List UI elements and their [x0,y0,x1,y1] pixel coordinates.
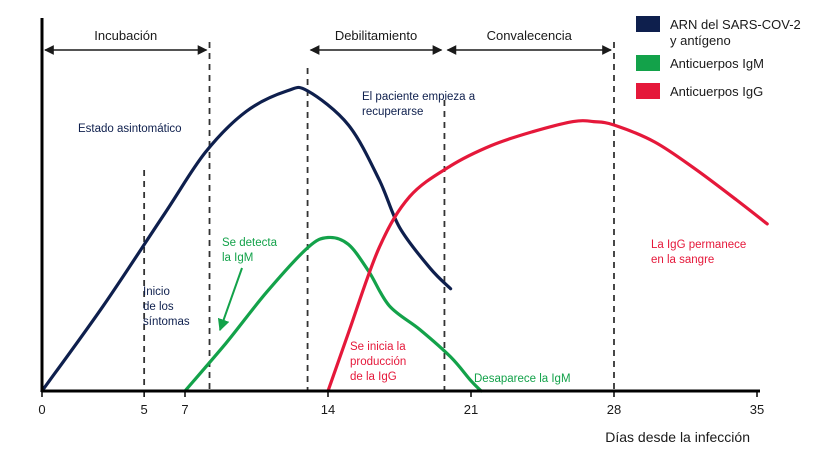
annotation-line: producción [350,356,406,368]
annotation-line: La IgG permanece [651,239,746,251]
legend-label: ARN del SARS-COV-2 y antígeno [670,17,801,48]
annotation-line: Se inicia la [350,341,406,353]
phase-label: Convalecencia [487,28,573,43]
annotation-line: síntomas [143,316,190,328]
legend-swatch [636,16,660,32]
series-line-arn [40,85,453,393]
annotation-recuperarse: El paciente empieza a recuperarse [362,91,476,118]
series-line-igg [326,119,769,393]
x-tick-label: 14 [321,402,335,417]
phase-1: Debilitamiento [309,28,443,55]
annotation-desaparece: Desaparece la IgM [474,373,571,385]
annotation-line: en la sangre [651,254,714,266]
series-line-igm [183,235,483,393]
annotation-sintomas: Inicio de los síntomas [143,286,190,328]
annotation-line: Inicio [143,286,170,298]
legend-swatch [636,55,660,71]
annotation-line: recuperarse [362,106,423,118]
annotation-detecta: Se detecta la IgM [222,237,278,264]
annotation-permanece: La IgG permanece en la sangre [651,239,746,266]
x-tick-label: 28 [607,402,621,417]
x-tick-label: 0 [38,402,45,417]
annotation-line: de la IgG [350,371,397,383]
phase-label: Debilitamiento [335,28,417,43]
legend-label-line: Anticuerpos IgG [670,84,763,99]
x-tick-label: 21 [464,402,478,417]
annotation-line: la IgM [222,252,253,264]
phase-2: Convalecencia [446,28,612,55]
legend-label: Anticuerpos IgG [670,84,763,99]
legend-item: Anticuerpos IgG [636,83,763,99]
legend-label-line: ARN del SARS-COV-2 [670,17,801,32]
x-axis-title: Días desde la infección [605,429,750,445]
annotation-line: Se detecta [222,237,278,249]
igm-detect-arrow [217,267,243,332]
legend-label-line: Anticuerpos IgM [670,56,764,71]
legend-swatch [636,83,660,99]
annotation-line: El paciente empieza a [362,91,476,103]
annotation-line: Estado asintomático [78,123,182,135]
x-tick-label: 5 [141,402,148,417]
annotation-inicia-igg: Se inicia la producción de la IgG [350,341,406,383]
legend-item: ARN del SARS-COV-2 y antígeno [636,16,801,48]
legend-label-line: y antígeno [670,33,731,48]
annotation-asintomatico: Estado asintomático [78,123,182,135]
phase-0: Incubación [44,28,208,55]
phase-label: Incubación [94,28,157,43]
legend-item: Anticuerpos IgM [636,55,764,71]
annotation-line: Desaparece la IgM [474,373,571,385]
x-tick-label: 35 [750,402,764,417]
x-tick-label: 7 [181,402,188,417]
annotation-line: de los [143,301,174,313]
legend-label: Anticuerpos IgM [670,56,764,71]
